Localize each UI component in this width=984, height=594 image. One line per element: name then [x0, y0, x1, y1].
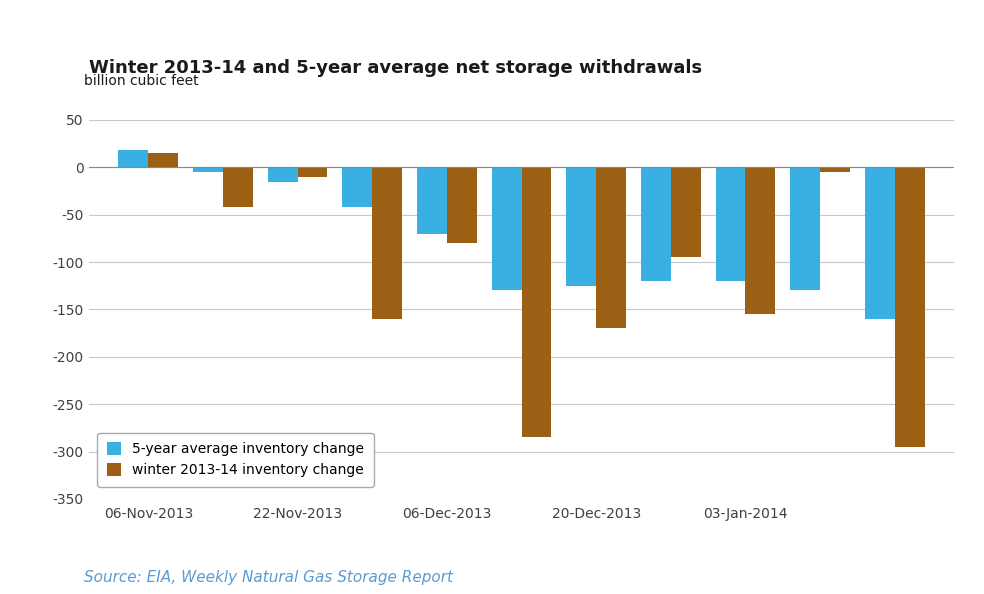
- Bar: [790, 168, 820, 290]
- Legend: 5-year average inventory change, winter 2013-14 inventory change: 5-year average inventory change, winter …: [97, 432, 374, 487]
- Bar: [671, 168, 701, 257]
- Bar: [596, 168, 626, 328]
- Text: Source: EIA, Weekly Natural Gas Storage Report: Source: EIA, Weekly Natural Gas Storage …: [84, 570, 453, 585]
- Bar: [118, 150, 149, 168]
- Bar: [567, 168, 596, 286]
- Bar: [715, 168, 746, 281]
- Bar: [820, 168, 850, 172]
- Text: Winter 2013-14 and 5-year average net storage withdrawals: Winter 2013-14 and 5-year average net st…: [89, 59, 702, 77]
- Bar: [746, 168, 775, 314]
- Bar: [372, 168, 402, 319]
- Bar: [342, 168, 372, 207]
- Bar: [417, 168, 447, 233]
- Bar: [894, 168, 925, 447]
- Bar: [297, 168, 328, 177]
- Text: billion cubic feet: billion cubic feet: [84, 74, 198, 89]
- Bar: [522, 168, 551, 437]
- Bar: [641, 168, 671, 281]
- Bar: [865, 168, 894, 319]
- Bar: [492, 168, 522, 290]
- Bar: [193, 168, 223, 172]
- Bar: [149, 153, 178, 168]
- Bar: [268, 168, 297, 182]
- Bar: [223, 168, 253, 207]
- Bar: [447, 168, 476, 243]
